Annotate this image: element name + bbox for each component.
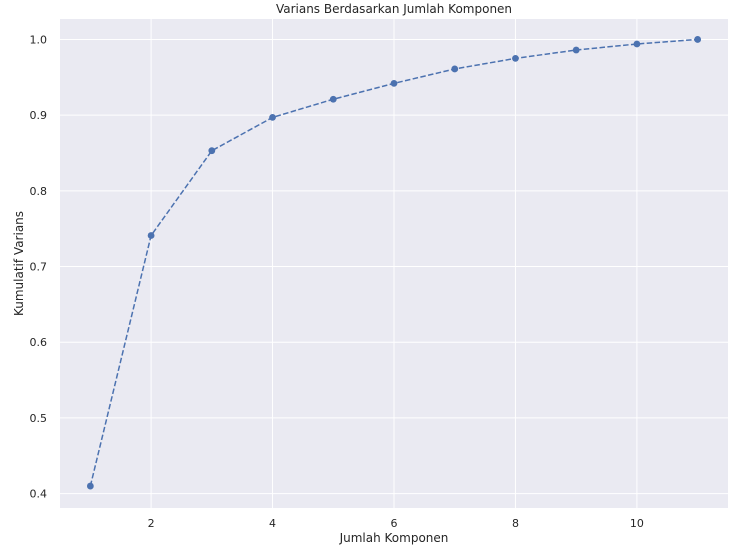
y-tick-label: 0.4 [30, 488, 48, 501]
data-point [329, 95, 337, 103]
x-tick-label: 6 [391, 517, 398, 530]
x-tick-label: 10 [630, 517, 644, 530]
x-tick-label: 4 [269, 517, 276, 530]
x-tick-label: 2 [148, 517, 155, 530]
y-axis-label: Kumulatif Varians [12, 211, 26, 316]
x-axis-label: Jumlah Komponen [339, 531, 449, 545]
x-tick-label: 8 [512, 517, 519, 530]
data-point [208, 147, 216, 155]
data-point [512, 54, 519, 62]
data-point [390, 79, 398, 87]
grid-lines [60, 19, 728, 508]
y-tick-label: 0.5 [30, 412, 48, 425]
data-point [572, 46, 580, 54]
chart-title: Varians Berdasarkan Jumlah Komponen [276, 2, 512, 16]
tick-labels: 2 4 6 8 10 0.4 0.5 0.6 0.7 0.8 0.9 1.0 [30, 33, 644, 530]
data-point [451, 65, 459, 73]
y-tick-label: 0.9 [30, 109, 48, 122]
data-point [147, 232, 155, 239]
data-point [694, 36, 702, 43]
y-tick-label: 0.6 [30, 336, 48, 349]
data-point [86, 482, 94, 490]
y-tick-label: 0.8 [30, 185, 48, 198]
data-point [633, 40, 641, 48]
series-layer [86, 36, 702, 490]
y-tick-label: 0.7 [30, 261, 48, 274]
y-tick-label: 1.0 [30, 33, 48, 46]
data-point [269, 114, 276, 121]
